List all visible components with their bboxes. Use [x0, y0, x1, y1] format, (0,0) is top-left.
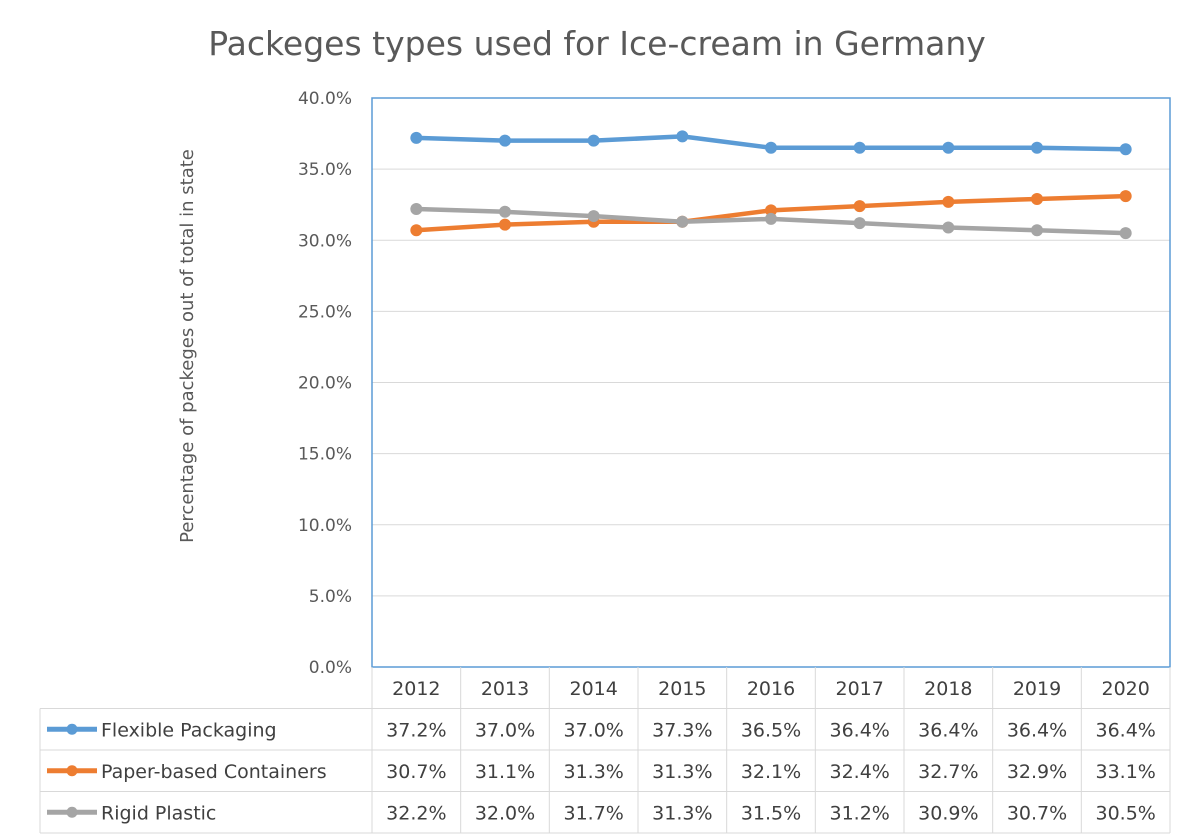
x-tick-label: 2014	[569, 678, 617, 700]
data-label: 30.7%	[1007, 802, 1067, 824]
data-point	[942, 195, 955, 208]
data-label: 37.3%	[652, 719, 712, 741]
data-label: 31.3%	[652, 761, 712, 783]
data-label: 30.7%	[386, 761, 446, 783]
data-point	[676, 130, 689, 143]
data-point	[1119, 227, 1132, 240]
data-point	[765, 212, 777, 225]
data-point	[1031, 224, 1043, 237]
x-tick-label: 2018	[924, 678, 972, 700]
data-label: 32.7%	[918, 761, 978, 783]
y-tick-label: 20.0%	[298, 374, 352, 394]
data-point	[499, 134, 511, 147]
x-tick-label: 2019	[1013, 678, 1061, 700]
data-point	[499, 205, 511, 218]
y-axis-label: Percentage of packeges out of total in s…	[177, 149, 198, 543]
y-tick-label: 5.0%	[309, 587, 352, 607]
data-label: 30.5%	[1095, 802, 1155, 824]
plot-area-border	[371, 97, 1171, 668]
data-point	[1119, 190, 1132, 203]
data-label: 36.4%	[829, 719, 889, 741]
data-label: 30.9%	[918, 802, 978, 824]
data-label: 36.5%	[741, 719, 801, 741]
data-point	[942, 221, 955, 234]
data-point	[765, 204, 777, 217]
chart-title: Packeges types used for Ice-cream in Ger…	[208, 24, 986, 63]
data-label: 31.7%	[563, 802, 623, 824]
y-tick-label: 10.0%	[298, 516, 352, 536]
data-point	[1031, 141, 1043, 154]
x-tick-label: 2016	[747, 678, 795, 700]
y-tick-label: 15.0%	[298, 445, 352, 465]
legend-key-marker	[66, 765, 78, 777]
data-label: 37.2%	[386, 719, 446, 741]
y-tick-label: 25.0%	[298, 302, 352, 322]
data-point	[765, 141, 777, 154]
y-tick-label: 30.0%	[298, 231, 352, 251]
data-label: 31.5%	[741, 802, 801, 824]
data-table: 2012 2013 2014 2015 2016 2017 2018 2019 2020 Flex…	[39, 667, 1171, 834]
legend-entry: Flexible Packaging	[101, 719, 277, 741]
data-label: 32.2%	[386, 802, 446, 824]
legend-key-marker	[66, 806, 78, 818]
legend-entry: Paper-based Containers	[101, 761, 327, 783]
data-label: 31.2%	[829, 802, 889, 824]
data-point	[942, 141, 955, 154]
data-label: 31.1%	[475, 761, 535, 783]
data-point	[410, 202, 423, 215]
data-point	[676, 215, 689, 228]
x-tick-label: 2020	[1101, 678, 1149, 700]
y-tick-label: 35.0%	[298, 160, 352, 180]
data-label: 31.3%	[652, 802, 712, 824]
y-tick-label: 40.0%	[298, 89, 352, 109]
data-label: 36.4%	[918, 719, 978, 741]
y-axis-ticks: 0.0% 5.0% 10.0% 15.0% 20.0% 25.0% 30.0% 35.0% 40…	[298, 89, 352, 678]
legend-key-marker	[66, 723, 78, 735]
gridlines	[371, 97, 1171, 668]
x-tick-label: 2015	[658, 678, 706, 700]
data-point	[410, 224, 423, 237]
data-label: 33.1%	[1095, 761, 1155, 783]
data-point	[587, 210, 600, 223]
data-label: 32.4%	[829, 761, 889, 783]
data-point	[853, 141, 866, 154]
legend-entry: Rigid Plastic	[101, 802, 216, 824]
data-label: 32.9%	[1007, 761, 1067, 783]
data-label: 37.0%	[475, 719, 535, 741]
x-tick-label: 2017	[835, 678, 883, 700]
data-point	[410, 131, 423, 144]
data-label: 31.3%	[563, 761, 623, 783]
data-label: 37.0%	[563, 719, 623, 741]
y-tick-label: 0.0%	[309, 658, 352, 678]
data-point	[1119, 143, 1132, 156]
data-point	[853, 200, 866, 213]
series-lines	[410, 130, 1132, 240]
data-point	[1031, 192, 1043, 205]
data-label: 32.1%	[741, 761, 801, 783]
x-tick-label: 2012	[392, 678, 440, 700]
x-tick-label: 2013	[481, 678, 529, 700]
data-point	[853, 217, 866, 230]
data-label: 36.4%	[1007, 719, 1067, 741]
data-label: 32.0%	[475, 802, 535, 824]
data-label: 36.4%	[1095, 719, 1155, 741]
data-point	[587, 134, 600, 147]
data-point	[499, 218, 511, 231]
